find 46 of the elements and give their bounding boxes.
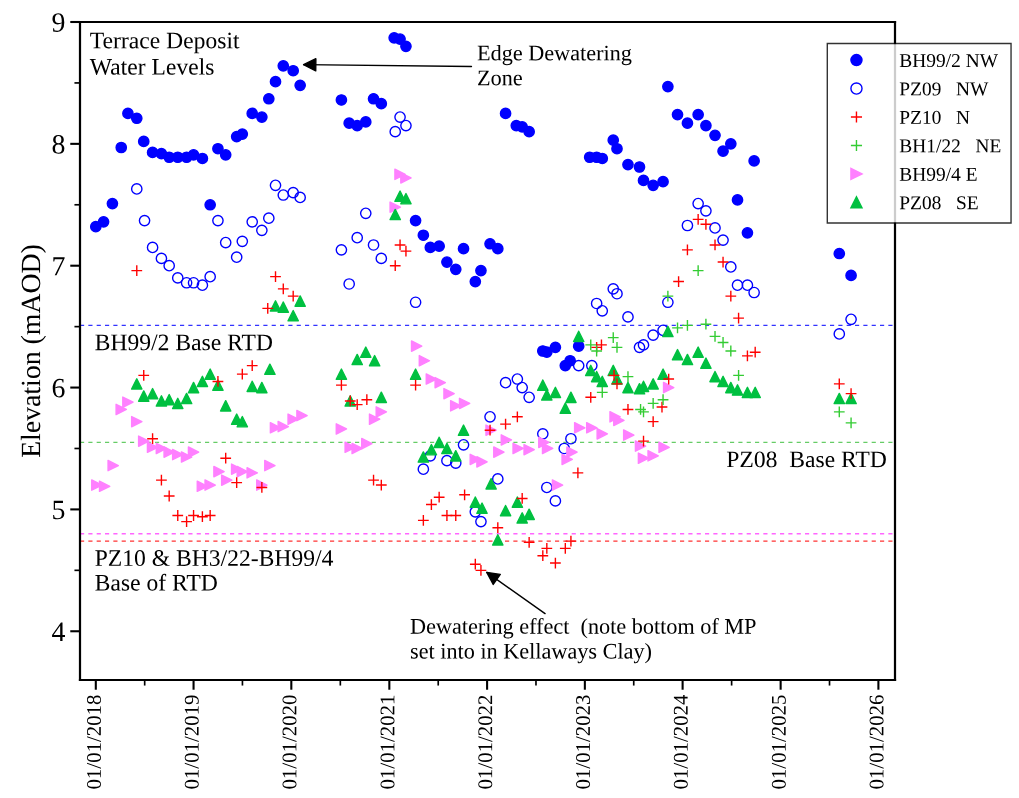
y-tick-label: 6 (52, 378, 65, 398)
x-tick-label: 01/01/2025 (771, 695, 786, 789)
point (647, 397, 660, 410)
point (692, 264, 705, 277)
x-tick-label: 01/01/2022 (478, 695, 493, 789)
point (845, 416, 858, 429)
point (661, 290, 674, 303)
annotation: Edge Dewatering Zone (477, 44, 632, 86)
point (732, 369, 745, 382)
ref-line-label: PZ10 & BH3/22-BH99/4 Base of RTD (95, 550, 334, 591)
point (681, 319, 694, 332)
point (610, 341, 624, 354)
point (584, 338, 597, 351)
y-tick-label: 7 (53, 257, 65, 276)
legend-label: BH99/2 NW (899, 54, 999, 68)
y-tick-label: 5 (53, 500, 65, 520)
x-tick-label: 01/01/2024 (673, 694, 688, 789)
point (708, 330, 722, 343)
x-tick-label: 01/01/2021 (380, 695, 395, 789)
ref-line-label: BH99/2 Base RTD (95, 334, 273, 351)
y-tick-label: 9 (52, 13, 65, 32)
point (671, 321, 684, 334)
x-tick-label: 01/01/2026 (869, 695, 884, 789)
legend-label: BH1/22 NE (899, 139, 1001, 153)
legend-label: PZ08 SE (899, 196, 978, 210)
annotation: Terrace Deposit Water Levels (89, 32, 240, 75)
point (724, 344, 737, 358)
point (621, 370, 635, 383)
y-tick-label: 8 (52, 135, 65, 154)
legend-label: PZ09 NW (899, 82, 989, 96)
x-tick-label: 01/01/2018 (86, 695, 102, 789)
x-tick-label: 01/01/2020 (282, 695, 297, 789)
y-tick-label: 4 (52, 622, 65, 641)
annotation: Dewatering effect (note bottom of MP set into in Kellaways Clay) (410, 617, 756, 664)
point (699, 318, 712, 331)
y-axis-title: Elevation (mAOD) (20, 245, 46, 458)
point (656, 393, 670, 406)
point (833, 405, 846, 419)
x-tick-label: 01/01/2019 (184, 695, 199, 789)
point (607, 331, 620, 344)
point (716, 336, 730, 349)
point (596, 386, 609, 399)
legend-label: PZ10 N (899, 110, 970, 124)
legend-label: BH99/4 E (899, 167, 977, 181)
ref-line-label: PZ08 Base RTD (726, 451, 886, 468)
x-tick-label: 01/01/2023 (576, 695, 591, 789)
